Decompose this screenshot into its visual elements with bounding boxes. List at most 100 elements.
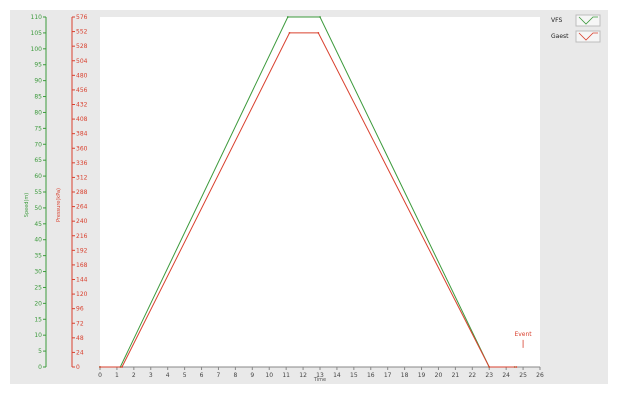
- right-tick-label: 288: [76, 189, 88, 196]
- left-tick-label: 30: [34, 269, 42, 276]
- left-tick-label: 10: [34, 332, 42, 339]
- x-tick-label: 12: [299, 372, 307, 379]
- x-tick-label: 4: [166, 372, 170, 379]
- right-tick-label: 72: [76, 320, 84, 327]
- right-tick-label: 264: [76, 204, 88, 211]
- legend-label: VFS: [551, 17, 562, 24]
- right-tick-label: 576: [76, 14, 88, 21]
- legend-swatch-box: [575, 30, 601, 43]
- x-tick-label: 22: [468, 372, 476, 379]
- left-tick-label: 80: [34, 109, 42, 116]
- series-point: [288, 32, 291, 34]
- legend-swatch-gaest: [578, 32, 598, 41]
- axes: 0510152025303540455055606570758085909510…: [31, 14, 544, 379]
- right-tick-label: 24: [76, 349, 84, 356]
- left-tick-label: 0: [38, 364, 42, 371]
- right-tick-label: 456: [76, 87, 88, 94]
- right-tick-label: 240: [76, 218, 88, 225]
- series-line-gaest: [100, 32, 517, 368]
- x-tick-label: 17: [384, 372, 392, 379]
- x-tick-label: 21: [452, 372, 460, 379]
- left-tick-label: 25: [34, 284, 42, 291]
- x-tick-label: 24: [502, 372, 510, 379]
- left-tick-label: 65: [34, 157, 42, 164]
- left-tick-label: 75: [34, 125, 42, 132]
- left-tick-label: 70: [34, 141, 42, 148]
- left-tick-label: 90: [34, 78, 42, 85]
- right-tick-label: 504: [76, 58, 88, 65]
- x-tick-label: 1: [115, 372, 119, 379]
- right-tick-label: 120: [76, 291, 88, 298]
- x-tick-label: 25: [519, 372, 527, 379]
- left-axis-title: Speed(m): [24, 193, 30, 217]
- left-tick-label: 45: [34, 221, 42, 228]
- right-tick-label: 312: [76, 174, 88, 181]
- series-point: [488, 366, 491, 368]
- x-tick-label: 5: [183, 372, 187, 379]
- x-tick-label: 11: [282, 372, 290, 379]
- x-tick-label: 8: [233, 372, 237, 379]
- x-tick-label: 15: [350, 372, 358, 379]
- annotations: Event: [514, 331, 532, 348]
- right-tick-label: 480: [76, 72, 88, 79]
- x-tick-label: 10: [265, 372, 273, 379]
- chart-svg: 0510152025303540455055606570758085909510…: [24, 14, 601, 383]
- left-tick-label: 110: [31, 14, 43, 21]
- left-tick-label: 50: [34, 205, 42, 212]
- annotation-label: Event: [514, 331, 532, 338]
- series-point: [319, 16, 321, 18]
- chart-frame: 0 5 10 15 20 25 30 35 40 45 50 55 60 65 70 75 80 85 90 95 10…: [10, 10, 608, 384]
- left-tick-label: 60: [34, 173, 42, 180]
- x-tick-label: 6: [200, 372, 204, 379]
- x-tick-label: 20: [435, 372, 443, 379]
- legend-swatch-vfs: [578, 16, 598, 25]
- right-tick-label: 96: [76, 306, 84, 313]
- right-tick-label: 168: [76, 262, 88, 269]
- left-tick-label: 5: [38, 348, 42, 355]
- x-tick-label: 18: [401, 372, 409, 379]
- series-point: [286, 16, 289, 18]
- right-axis-title: Pressure(kPa): [56, 188, 62, 222]
- x-tick-label: 3: [149, 372, 153, 379]
- right-tick-label: 408: [76, 116, 88, 123]
- series-group: [99, 16, 518, 368]
- x-tick-label: 14: [333, 372, 341, 379]
- x-tick-label: 19: [418, 372, 426, 379]
- x-tick-label: 9: [250, 372, 254, 379]
- series-point: [121, 366, 123, 368]
- left-tick-label: 15: [34, 316, 42, 323]
- x-axis-title: Time: [313, 377, 326, 383]
- left-tick-label: 95: [34, 62, 42, 69]
- series-point: [99, 366, 101, 368]
- x-tick-label: 16: [367, 372, 375, 379]
- right-tick-label: 552: [76, 29, 88, 36]
- right-tick-label: 48: [76, 335, 84, 342]
- x-tick-label: 7: [217, 372, 221, 379]
- left-tick-label: 20: [34, 300, 42, 307]
- right-tick-label: 336: [76, 160, 88, 167]
- left-tick-label: 55: [34, 189, 42, 196]
- right-tick-label: 528: [76, 43, 88, 50]
- x-tick-label: 23: [485, 372, 493, 379]
- left-tick-label: 100: [31, 46, 43, 53]
- x-tick-label: 2: [132, 372, 136, 379]
- series-point: [317, 32, 320, 34]
- left-tick-label: 40: [34, 237, 42, 244]
- x-tick-label: 0: [98, 372, 102, 379]
- x-tick-label: 13: [316, 372, 324, 379]
- right-tick-label: 216: [76, 233, 88, 240]
- legend: VFS Gaest: [551, 14, 601, 43]
- legend-swatch-box: [575, 14, 601, 27]
- right-tick-label: 0: [76, 364, 80, 371]
- x-tick-label: 26: [536, 372, 544, 379]
- right-tick-label: 432: [76, 102, 88, 109]
- left-tick-label: 35: [34, 253, 42, 260]
- right-tick-label: 144: [76, 277, 88, 284]
- legend-label: Gaest: [551, 33, 569, 40]
- series-point: [515, 366, 518, 368]
- right-tick-label: 384: [76, 131, 88, 138]
- right-tick-label: 192: [76, 247, 88, 254]
- plot-area: [100, 17, 540, 367]
- left-tick-label: 85: [34, 94, 42, 101]
- left-tick-label: 105: [31, 30, 43, 37]
